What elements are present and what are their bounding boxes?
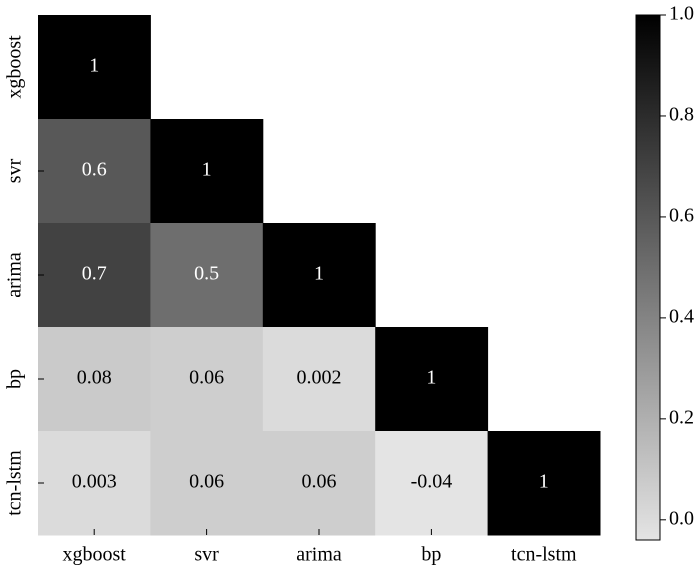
heatmap-cell [487, 431, 601, 536]
cell-label: 1 [314, 263, 324, 285]
heatmap-cell [262, 223, 376, 328]
cell-label: 0.5 [194, 263, 219, 285]
heatmap-cell [38, 431, 151, 536]
heatmap-cell [38, 327, 151, 432]
x-tick-label: svr [194, 544, 219, 566]
cell-label: -0.04 [411, 471, 453, 493]
cell-label: 1 [89, 55, 99, 77]
x-tick-label: tcn-lstm [511, 544, 577, 566]
y-tick-label: svr [4, 158, 26, 183]
colorbar-tick-label: 0.0 [669, 507, 694, 529]
colorbar-tick-label: 0.6 [669, 205, 694, 227]
cell-label: 0.6 [82, 159, 107, 181]
colorbar [635, 14, 661, 541]
colorbar-tick-label: 0.8 [669, 104, 694, 126]
heatmap-cell [375, 431, 489, 536]
heatmap-cell [150, 327, 264, 432]
colorbar-tick-label: 0.4 [669, 305, 694, 327]
heatmap-cell [262, 327, 376, 432]
cell-label: 0.08 [77, 367, 112, 389]
heatmap-cell [38, 223, 151, 328]
cell-label: 0.002 [297, 367, 342, 389]
cell-label: 0.06 [189, 471, 224, 493]
x-tick-label: arima [296, 544, 342, 566]
colorbar-tick-label: 0.2 [669, 406, 694, 428]
cell-label: 0.06 [302, 471, 337, 493]
cell-label: 0.003 [72, 471, 117, 493]
heatmap-cell [150, 431, 264, 536]
colorbar-tick-label: 1.0 [669, 3, 694, 25]
cell-label: 1 [426, 367, 436, 389]
cell-label: 0.7 [82, 263, 107, 285]
x-tick-label: bp [421, 544, 441, 566]
heatmap-cell [38, 119, 151, 224]
heatmap-cell [150, 223, 264, 328]
cell-label: 0.06 [189, 367, 224, 389]
heatmap-cell [38, 15, 151, 120]
y-tick-label: bp [4, 369, 26, 389]
y-tick-label: xgboost [4, 35, 26, 99]
x-tick-label: xgboost [63, 544, 127, 566]
heatmap-cell [150, 119, 264, 224]
y-tick-label: tcn-lstm [4, 450, 26, 516]
cell-label: 1 [539, 471, 549, 493]
heatmap-cell [262, 431, 376, 536]
cell-label: 1 [202, 159, 212, 181]
y-tick-label: arima [4, 252, 26, 298]
heatmap-cell [375, 327, 489, 432]
